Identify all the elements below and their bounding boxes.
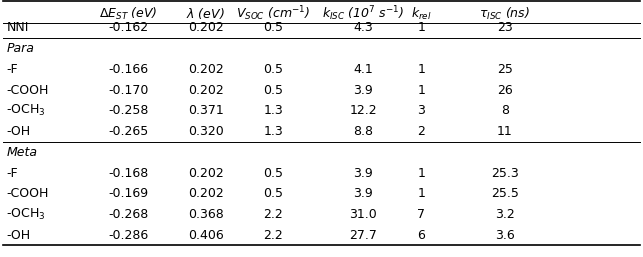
Text: 0.202: 0.202 bbox=[188, 63, 224, 76]
Text: 3.6: 3.6 bbox=[495, 229, 514, 242]
Text: 0.202: 0.202 bbox=[188, 22, 224, 34]
Text: 0.5: 0.5 bbox=[263, 84, 284, 97]
Text: 1: 1 bbox=[417, 63, 425, 76]
Text: 3.9: 3.9 bbox=[354, 187, 373, 200]
Text: 0.5: 0.5 bbox=[263, 187, 284, 200]
Text: -F: -F bbox=[6, 167, 18, 180]
Text: 1.3: 1.3 bbox=[264, 104, 283, 117]
Text: -OH: -OH bbox=[6, 125, 31, 138]
Text: 3.9: 3.9 bbox=[354, 167, 373, 180]
Text: 1: 1 bbox=[417, 84, 425, 97]
Text: 4.1: 4.1 bbox=[354, 63, 373, 76]
Text: $\Delta E_{ST}$ (eV): $\Delta E_{ST}$ (eV) bbox=[100, 5, 158, 22]
Text: Para: Para bbox=[6, 42, 34, 55]
Text: -COOH: -COOH bbox=[6, 187, 49, 200]
Text: -0.166: -0.166 bbox=[109, 63, 149, 76]
Text: 2.2: 2.2 bbox=[264, 208, 283, 221]
Text: -0.265: -0.265 bbox=[109, 125, 149, 138]
Text: $k_{rel}$: $k_{rel}$ bbox=[411, 5, 431, 22]
Text: 11: 11 bbox=[497, 125, 512, 138]
Text: $k_{ISC}$ (10$^{7}$ s$^{-1}$): $k_{ISC}$ (10$^{7}$ s$^{-1}$) bbox=[322, 4, 404, 23]
Text: 4.3: 4.3 bbox=[354, 22, 373, 34]
Text: 23: 23 bbox=[497, 22, 512, 34]
Text: 31.0: 31.0 bbox=[349, 208, 377, 221]
Text: 0.5: 0.5 bbox=[263, 22, 284, 34]
Text: 12.2: 12.2 bbox=[350, 104, 377, 117]
Text: 6: 6 bbox=[417, 229, 425, 242]
Text: 3.2: 3.2 bbox=[495, 208, 514, 221]
Text: 25.5: 25.5 bbox=[491, 187, 519, 200]
Text: 8: 8 bbox=[501, 104, 509, 117]
Text: 1.3: 1.3 bbox=[264, 125, 283, 138]
Text: 0.5: 0.5 bbox=[263, 63, 284, 76]
Text: 0.202: 0.202 bbox=[188, 84, 224, 97]
Text: 0.371: 0.371 bbox=[188, 104, 224, 117]
Text: -COOH: -COOH bbox=[6, 84, 49, 97]
Text: 0.406: 0.406 bbox=[188, 229, 224, 242]
Text: -0.168: -0.168 bbox=[109, 167, 149, 180]
Text: 0.202: 0.202 bbox=[188, 167, 224, 180]
Text: 25.3: 25.3 bbox=[491, 167, 519, 180]
Text: -0.169: -0.169 bbox=[109, 187, 149, 200]
Text: 0.368: 0.368 bbox=[188, 208, 224, 221]
Text: 26: 26 bbox=[497, 84, 512, 97]
Text: -OCH$_3$: -OCH$_3$ bbox=[6, 207, 46, 222]
Text: 1: 1 bbox=[417, 187, 425, 200]
Text: $\tau_{ISC}$ (ns): $\tau_{ISC}$ (ns) bbox=[479, 5, 530, 22]
Text: -OCH$_3$: -OCH$_3$ bbox=[6, 103, 46, 118]
Text: -0.258: -0.258 bbox=[109, 104, 149, 117]
Text: -F: -F bbox=[6, 63, 18, 76]
Text: 0.5: 0.5 bbox=[263, 167, 284, 180]
Text: 1: 1 bbox=[417, 22, 425, 34]
Text: 3: 3 bbox=[417, 104, 425, 117]
Text: -0.286: -0.286 bbox=[109, 229, 149, 242]
Text: 3.9: 3.9 bbox=[354, 84, 373, 97]
Text: 27.7: 27.7 bbox=[349, 229, 377, 242]
Text: -0.162: -0.162 bbox=[109, 22, 149, 34]
Text: $\lambda$ (eV): $\lambda$ (eV) bbox=[186, 6, 225, 21]
Text: 0.202: 0.202 bbox=[188, 187, 224, 200]
Text: -OH: -OH bbox=[6, 229, 31, 242]
Text: 2: 2 bbox=[417, 125, 425, 138]
Text: 8.8: 8.8 bbox=[353, 125, 374, 138]
Text: 2.2: 2.2 bbox=[264, 229, 283, 242]
Text: Meta: Meta bbox=[6, 146, 37, 159]
Text: $V_{SOC}$ (cm$^{-1}$): $V_{SOC}$ (cm$^{-1}$) bbox=[236, 4, 311, 23]
Text: NNI: NNI bbox=[6, 22, 29, 34]
Text: 7: 7 bbox=[417, 208, 425, 221]
Text: -0.170: -0.170 bbox=[109, 84, 149, 97]
Text: -0.268: -0.268 bbox=[109, 208, 149, 221]
Text: 25: 25 bbox=[497, 63, 512, 76]
Text: 1: 1 bbox=[417, 167, 425, 180]
Text: 0.320: 0.320 bbox=[188, 125, 224, 138]
